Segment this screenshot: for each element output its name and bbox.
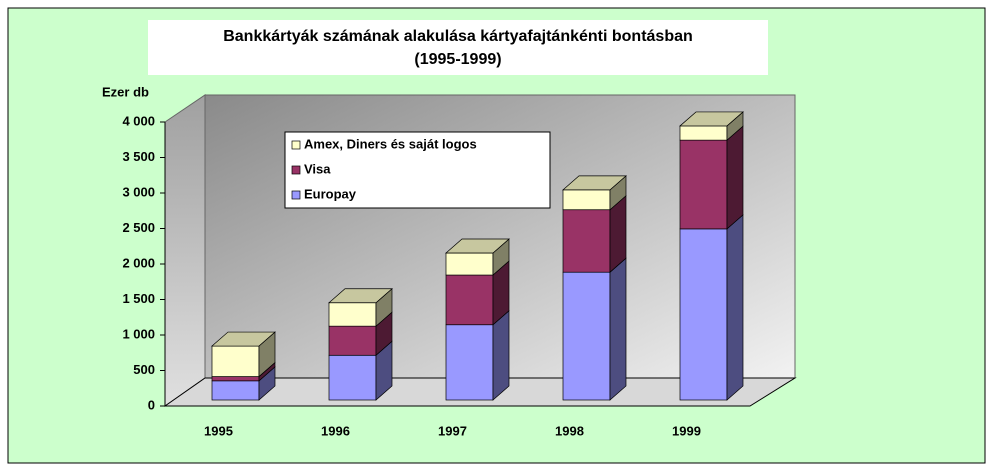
y-tick-label: 3 500 xyxy=(122,149,155,164)
y-tick-label: 4 000 xyxy=(122,113,155,128)
bar-segment xyxy=(445,324,494,401)
bar-segment xyxy=(679,228,728,401)
bar-segment xyxy=(211,380,260,401)
legend-label: Europay xyxy=(304,186,357,201)
legend-swatch xyxy=(291,165,301,175)
y-tick-label: 3 000 xyxy=(122,184,155,199)
legend xyxy=(284,131,551,209)
bars xyxy=(211,111,744,401)
bar-segment xyxy=(562,209,611,273)
legend-label: Amex, Diners és saját logos xyxy=(304,136,477,151)
chart-title: Bankkártyák számának alakulása kártyafaj… xyxy=(223,28,693,45)
bar-segment xyxy=(679,139,728,230)
bar-top xyxy=(679,111,744,127)
legend-swatch xyxy=(291,190,301,200)
x-tick-label: 1997 xyxy=(438,423,467,438)
side-wall xyxy=(164,94,206,407)
bar-segment xyxy=(211,345,260,377)
bar-side xyxy=(726,214,744,401)
title-box xyxy=(148,20,768,75)
x-tick-label: 1998 xyxy=(555,423,584,438)
bar-segment xyxy=(562,271,611,401)
y-tick-label: 0 xyxy=(148,397,155,412)
legend-swatch xyxy=(291,140,301,150)
bar-segment xyxy=(445,252,494,276)
bar-segment xyxy=(328,302,377,327)
bar-side xyxy=(726,125,744,230)
x-tick-label: 1996 xyxy=(321,423,350,438)
bar-segment xyxy=(679,125,728,141)
bar-top xyxy=(445,238,510,254)
y-tick-label: 2 000 xyxy=(122,255,155,270)
y-tick-label: 2 500 xyxy=(122,220,155,235)
bar-side xyxy=(609,257,627,401)
bar-segment xyxy=(328,325,377,356)
y-tick-label: 1 000 xyxy=(122,326,155,341)
bar-segment xyxy=(328,354,377,401)
bar-side xyxy=(492,309,510,401)
bar-segment xyxy=(445,274,494,326)
legend-entries: Europay Visa Amex, Diners és saját logos xyxy=(291,136,477,201)
bar-top xyxy=(328,288,393,304)
y-axis-label: Ezer db xyxy=(102,84,149,99)
y-tick-label: 1 500 xyxy=(122,291,155,306)
legend-label: Visa xyxy=(304,161,331,176)
x-tick-label: 1999 xyxy=(672,423,701,438)
bar-segment xyxy=(562,189,611,211)
x-tick-label: 1995 xyxy=(204,423,233,438)
chart-subtitle: (1995-1999) xyxy=(414,51,501,68)
bar-top xyxy=(562,175,627,191)
bar-segment xyxy=(211,376,260,382)
bar-top xyxy=(211,331,276,347)
y-tick-label: 500 xyxy=(133,362,155,377)
